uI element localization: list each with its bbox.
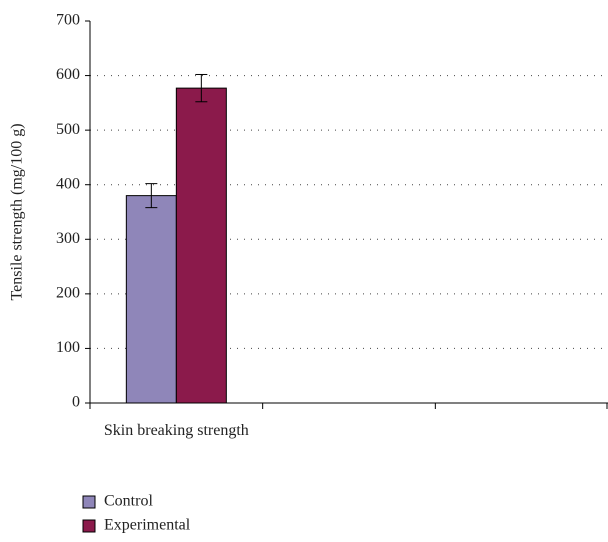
- bar: [125, 195, 177, 404]
- y-tick-label: 700: [56, 12, 80, 29]
- error-bar: [195, 73, 208, 103]
- y-axis-label: Tensile strength (mg/100 g): [9, 123, 26, 300]
- y-tick-label: 0: [72, 394, 80, 411]
- y-tick-label: 400: [56, 175, 80, 192]
- x-tick-label: Skin breaking strength: [103, 422, 249, 439]
- legend-label: Control: [104, 493, 153, 510]
- bar: [175, 87, 227, 404]
- legend-swatch: [82, 495, 96, 509]
- y-tick-label: 100: [56, 339, 80, 356]
- y-tick-label: 600: [56, 66, 80, 83]
- legend-label: Experimental: [104, 517, 191, 534]
- y-tick-label: 500: [56, 121, 80, 138]
- y-tick-label: 200: [56, 285, 80, 302]
- y-tick-label: 300: [56, 230, 80, 247]
- legend-swatch: [82, 519, 96, 533]
- error-bar: [145, 183, 158, 209]
